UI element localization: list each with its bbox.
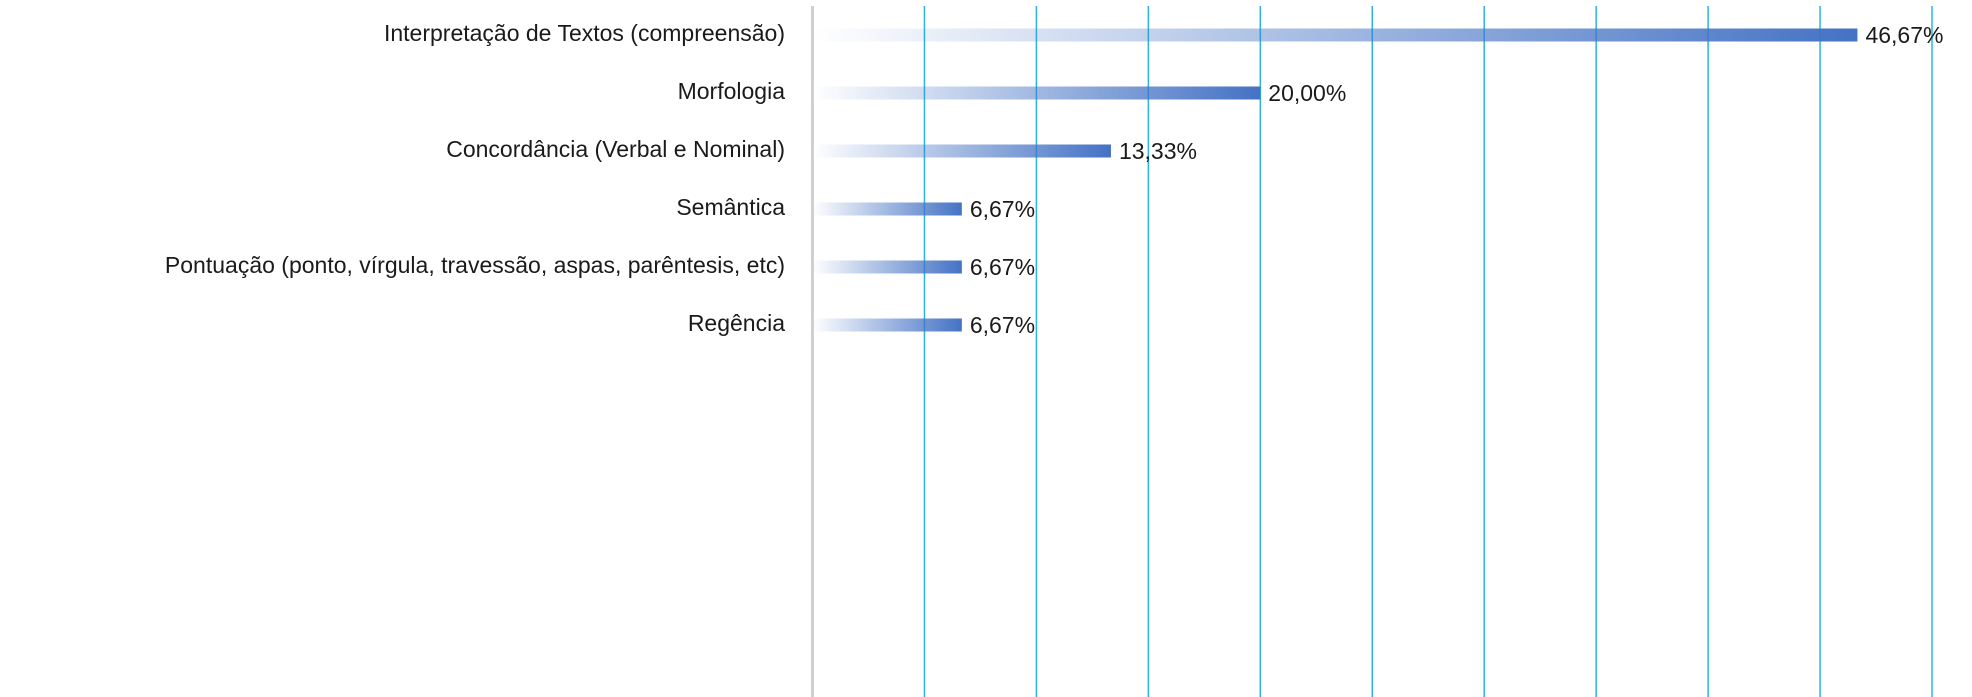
data-label: 46,67%: [1865, 22, 1943, 48]
bar: [812, 260, 962, 274]
bar: [812, 202, 962, 216]
data-label: 13,33%: [1119, 138, 1197, 164]
y-tick-label: Interpretação de Textos (compreensão): [384, 20, 785, 46]
data-label: 6,67%: [970, 254, 1035, 280]
data-label: 20,00%: [1268, 80, 1346, 106]
y-tick-label: Semântica: [676, 194, 785, 220]
data-label: 6,67%: [970, 196, 1035, 222]
bar: [812, 144, 1111, 158]
bar: [812, 86, 1261, 100]
bar: [812, 318, 962, 332]
y-tick-label: Morfologia: [678, 78, 786, 104]
bar: [812, 28, 1858, 42]
data-label: 6,67%: [970, 312, 1035, 338]
y-tick-label: Pontuação (ponto, vírgula, travessão, as…: [165, 252, 785, 278]
y-tick-label: Concordância (Verbal e Nominal): [446, 136, 785, 162]
y-tick-label: Regência: [688, 310, 785, 336]
